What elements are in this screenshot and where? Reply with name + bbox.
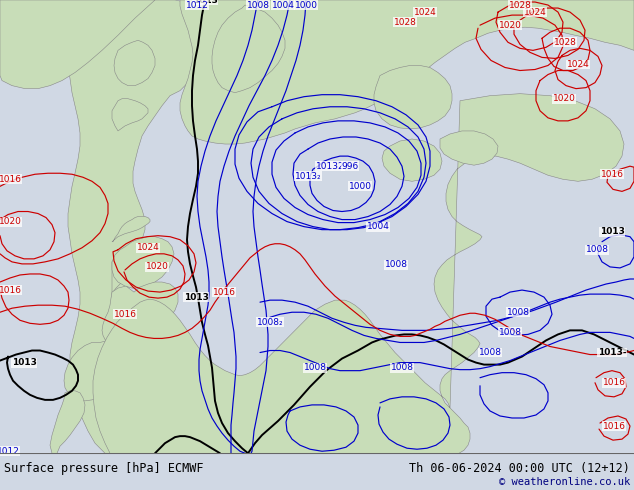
Polygon shape [102,282,178,345]
Text: 1000: 1000 [349,182,372,191]
Text: 1028: 1028 [553,38,576,47]
Polygon shape [112,254,136,302]
Text: 1024: 1024 [567,60,590,69]
Polygon shape [64,341,136,401]
Text: 1012: 1012 [186,0,209,9]
Polygon shape [112,98,148,131]
Polygon shape [374,66,452,129]
Text: 10132: 10132 [316,162,344,171]
Text: 1020: 1020 [0,217,22,226]
Text: 1008: 1008 [247,0,269,9]
Text: 1020: 1020 [498,21,521,30]
Text: 1024: 1024 [524,7,547,17]
Polygon shape [112,237,174,288]
Text: 1008: 1008 [384,260,408,270]
Text: 1016: 1016 [602,421,626,431]
Polygon shape [212,5,285,93]
Text: 1008: 1008 [507,308,529,317]
Text: 1008: 1008 [304,363,327,372]
Text: 1020: 1020 [553,94,576,103]
Text: 1013: 1013 [184,293,209,302]
Text: Th 06-06-2024 00:00 UTC (12+12): Th 06-06-2024 00:00 UTC (12+12) [409,462,630,475]
Text: 1012: 1012 [0,447,20,456]
Text: 1008: 1008 [498,328,522,337]
Polygon shape [180,0,634,144]
Text: 1024: 1024 [136,243,159,252]
Polygon shape [382,139,442,181]
Text: 1016: 1016 [0,286,22,294]
Text: 1004: 1004 [366,222,389,231]
Text: 1008: 1008 [391,363,413,372]
Text: 1013: 1013 [600,227,624,236]
Text: 1013-: 1013- [598,348,626,357]
Polygon shape [114,40,155,86]
Polygon shape [0,0,155,89]
Text: 1016: 1016 [600,170,623,179]
Text: 1024: 1024 [413,7,436,17]
Text: Surface pressure [hPa] ECMWF: Surface pressure [hPa] ECMWF [4,462,204,475]
Polygon shape [50,391,85,453]
Text: 1016: 1016 [113,310,136,319]
Polygon shape [68,0,255,453]
Text: 1016: 1016 [0,175,22,184]
Text: 1020: 1020 [146,263,169,271]
Text: 1013: 1013 [11,358,36,367]
Text: 1016: 1016 [602,378,626,387]
Text: 1008: 1008 [586,245,609,254]
Text: 1008: 1008 [479,348,501,357]
Text: 996: 996 [341,162,359,171]
Text: 1013₂: 1013₂ [295,172,321,181]
Polygon shape [440,131,498,165]
Text: 1013: 1013 [193,0,217,4]
Text: 1004: 1004 [271,0,294,9]
Text: 1028: 1028 [394,18,417,26]
Polygon shape [112,217,150,242]
Text: © weatheronline.co.uk: © weatheronline.co.uk [499,477,630,487]
Text: 1016: 1016 [212,288,235,296]
Polygon shape [93,94,624,453]
Text: 1008₂: 1008₂ [257,318,283,327]
Text: 1028: 1028 [508,0,531,9]
Text: 1000: 1000 [295,0,318,9]
